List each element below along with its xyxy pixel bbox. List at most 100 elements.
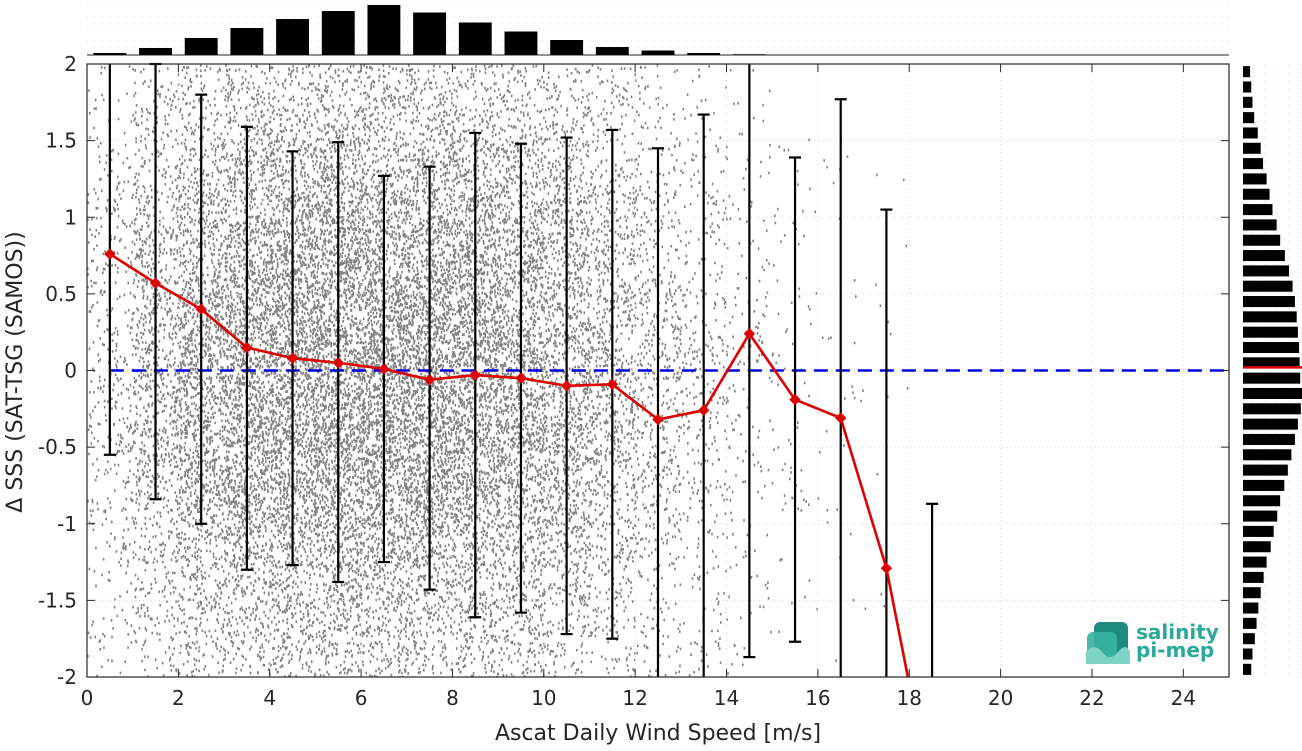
scatter-point — [193, 313, 195, 316]
scatter-point — [183, 208, 185, 211]
scatter-point — [188, 373, 190, 376]
scatter-point — [141, 228, 143, 231]
scatter-point — [181, 433, 183, 436]
scatter-point — [153, 454, 155, 457]
scatter-point — [181, 218, 183, 221]
scatter-point — [138, 490, 140, 493]
scatter-point — [97, 502, 99, 505]
scatter-point — [231, 257, 233, 260]
scatter-point — [242, 325, 244, 328]
scatter-point — [237, 505, 239, 508]
scatter-point — [236, 584, 238, 587]
scatter-point — [184, 324, 186, 327]
scatter-point — [109, 545, 111, 548]
scatter-point — [253, 106, 255, 109]
scatter-point — [191, 477, 193, 480]
scatter-point — [135, 92, 137, 95]
scatter-point — [217, 568, 219, 571]
scatter-point — [253, 333, 255, 336]
scatter-point — [102, 294, 104, 297]
top-hist-bar — [230, 28, 263, 55]
scatter-point — [255, 104, 257, 107]
scatter-point — [124, 181, 126, 184]
scatter-point — [224, 252, 226, 255]
scatter-point — [189, 351, 191, 354]
scatter-point — [266, 279, 268, 282]
scatter-point — [244, 149, 246, 152]
scatter-point — [230, 200, 232, 203]
scatter-point — [218, 263, 220, 266]
scatter-point — [227, 406, 229, 409]
scatter-point — [126, 92, 128, 95]
scatter-point — [158, 447, 160, 450]
scatter-point — [186, 674, 188, 677]
scatter-point — [203, 211, 205, 214]
scatter-point — [193, 376, 195, 379]
scatter-point — [210, 416, 212, 419]
scatter-point — [147, 561, 149, 564]
scatter-point — [175, 560, 177, 563]
scatter-point — [260, 162, 262, 165]
scatter-point — [208, 235, 210, 238]
scatter-point — [185, 487, 187, 490]
scatter-point — [252, 435, 254, 438]
scatter-point — [172, 421, 174, 424]
scatter-point — [241, 83, 243, 86]
scatter-point — [240, 608, 242, 611]
scatter-point — [228, 495, 230, 498]
scatter-point — [215, 579, 217, 582]
scatter-point — [202, 564, 204, 567]
scatter-point — [250, 582, 252, 585]
scatter-point — [257, 479, 259, 482]
scatter-point — [164, 357, 166, 360]
scatter-point — [182, 324, 184, 327]
scatter-point — [228, 618, 230, 621]
scatter-point — [265, 325, 267, 328]
scatter-point — [148, 405, 150, 408]
scatter-point — [111, 264, 113, 267]
scatter-point — [253, 171, 255, 174]
scatter-point — [196, 193, 198, 196]
scatter-point — [234, 277, 236, 280]
scatter-point — [89, 228, 91, 231]
scatter-point — [206, 448, 208, 451]
scatter-point — [105, 511, 107, 514]
scatter-point — [180, 262, 182, 265]
scatter-point — [235, 69, 237, 72]
scatter-point — [111, 407, 113, 410]
scatter-point — [266, 301, 268, 304]
scatter-point — [220, 403, 222, 406]
scatter-point — [161, 379, 163, 382]
scatter-point — [186, 420, 188, 423]
scatter-point — [190, 242, 192, 245]
scatter-point — [227, 261, 229, 264]
scatter-point — [136, 407, 138, 410]
scatter-point — [251, 372, 253, 375]
scatter-point — [158, 261, 160, 264]
scatter-point — [118, 394, 120, 397]
scatter-point — [193, 538, 195, 541]
scatter-point — [219, 137, 221, 140]
scatter-point — [165, 454, 167, 457]
scatter-point — [140, 414, 142, 417]
scatter-point — [266, 396, 268, 399]
scatter-point — [203, 576, 205, 579]
scatter-point — [252, 206, 254, 209]
scatter-point — [97, 137, 99, 140]
scatter-point — [219, 392, 221, 395]
scatter-point — [135, 421, 137, 424]
scatter-point — [238, 99, 240, 102]
scatter-point — [91, 218, 93, 221]
scatter-point — [188, 320, 190, 323]
scatter-point — [261, 461, 263, 464]
scatter-point — [120, 436, 122, 439]
scatter-point — [190, 414, 192, 417]
scatter-point — [174, 465, 176, 468]
scatter-point — [258, 86, 260, 89]
scatter-point — [250, 179, 252, 182]
scatter-point — [122, 219, 124, 222]
scatter-point — [195, 647, 197, 650]
scatter-point — [182, 155, 184, 158]
scatter-point — [142, 165, 144, 168]
scatter-point — [117, 298, 119, 301]
